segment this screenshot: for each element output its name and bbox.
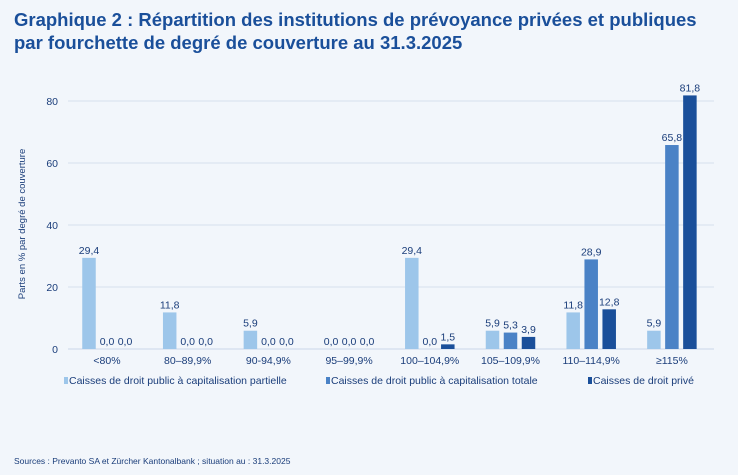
data-label: 0,0 <box>118 336 133 348</box>
data-label: 81,8 <box>680 82 701 94</box>
legend-item: Caisses de droit public à capitalisation… <box>326 375 538 387</box>
source-note: Sources : Prevanto SA et Zürcher Kantona… <box>14 456 291 466</box>
bars <box>82 95 697 349</box>
bar <box>566 312 580 349</box>
bar <box>441 344 455 349</box>
legend-swatch <box>64 377 68 384</box>
y-tick-label: 40 <box>46 220 58 232</box>
x-tick-label: <80% <box>93 355 120 367</box>
y-axis-ticks: 0 20 40 60 80 <box>46 96 58 356</box>
x-tick-label: ≥115% <box>656 355 688 367</box>
data-label: 0,0 <box>360 336 375 348</box>
data-label: 3,9 <box>521 324 536 336</box>
data-label: 0,0 <box>100 336 115 348</box>
bar <box>584 259 598 349</box>
legend-item: Caisses de droit public à capitalisation… <box>64 375 287 387</box>
data-label: 0,0 <box>180 336 195 348</box>
x-tick-label: 110–114,9% <box>562 355 619 367</box>
legend-swatch <box>588 377 592 384</box>
y-tick-label: 60 <box>46 158 58 170</box>
data-label: 11,8 <box>160 299 180 311</box>
bar <box>243 330 258 349</box>
bar <box>521 336 536 349</box>
data-label: 0,0 <box>279 336 294 348</box>
chart-title-line-2: par fourchette de degré de couverture au… <box>14 32 463 53</box>
chart-title-line-1: Graphique 2 : Répartition des institutio… <box>14 9 697 30</box>
chart-title: Graphique 2 : Répartition des institutio… <box>14 8 724 54</box>
legend-item: Caisses de droit privé <box>588 375 694 387</box>
data-label: 0,0 <box>198 336 213 348</box>
y-tick-label: 20 <box>46 282 58 294</box>
x-axis-ticks: <80% 80–89,9% 90-94,9% 95–99,9% 100–104,9% 10… <box>93 355 687 367</box>
legend: Caisses de droit public à capitalisation… <box>64 375 694 387</box>
bar <box>82 257 96 349</box>
bar <box>162 312 177 349</box>
y-tick-label: 0 <box>52 344 58 356</box>
x-tick-label: 95–99,9% <box>325 355 372 367</box>
y-axis-label: Parts en % par degré de couverture <box>17 149 28 300</box>
data-label: 28,9 <box>581 246 602 258</box>
gridlines <box>68 100 714 350</box>
data-label: 5,9 <box>647 318 662 330</box>
legend-label: Caisses de droit public à capitalisation… <box>331 375 538 387</box>
data-label: 1,5 <box>440 331 455 343</box>
bar <box>405 257 419 349</box>
legend-swatch <box>326 377 330 384</box>
x-tick-label: 90-94,9% <box>246 355 291 367</box>
bar-chart: 0 20 40 60 80 Parts en % par degré de couver… <box>17 82 714 387</box>
legend-label: Caisses de droit privé <box>593 375 694 387</box>
bar <box>647 330 661 349</box>
data-label: 5,3 <box>503 320 518 332</box>
bar <box>485 330 500 349</box>
data-label: 29,4 <box>402 245 423 257</box>
x-tick-label: 100–104,9% <box>400 355 459 367</box>
data-label: 0,0 <box>324 336 339 348</box>
bar <box>665 145 679 349</box>
data-label: 0,0 <box>422 336 437 348</box>
data-label: 29,4 <box>79 245 100 257</box>
x-tick-label: 105–109,9% <box>481 355 540 367</box>
bar <box>602 309 616 349</box>
data-labels: 29,40,0 0,011,80,0 0,05,90,0 0,0 0,0 0,0 0,029… <box>79 82 700 348</box>
bar <box>503 332 518 349</box>
y-tick-label: 80 <box>46 96 58 108</box>
x-tick-label: 80–89,9% <box>164 355 211 367</box>
data-label: 5,9 <box>243 318 258 330</box>
data-label: 5,9 <box>485 318 500 330</box>
data-label: 11,8 <box>563 299 583 311</box>
bar <box>683 95 697 349</box>
data-label: 12,8 <box>599 296 620 308</box>
data-label: 0,0 <box>342 336 357 348</box>
data-label: 0,0 <box>261 336 276 348</box>
data-label: 65,8 <box>662 132 683 144</box>
legend-label: Caisses de droit public à capitalisation… <box>69 375 287 387</box>
